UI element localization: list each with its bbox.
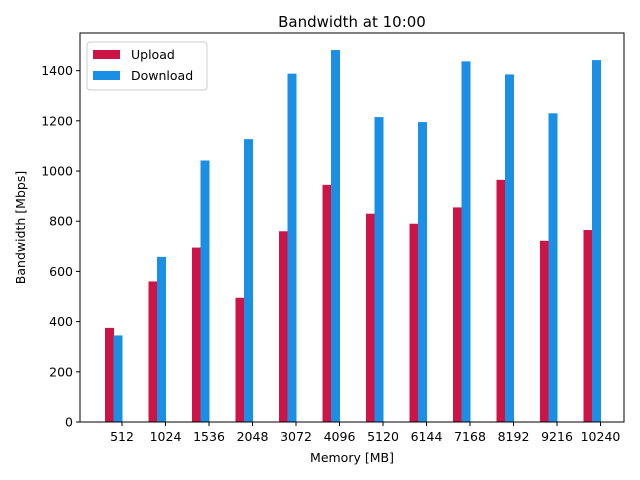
x-axis: 512 1024 1536 2048 3072 4096 5120 6144 7168 8192 9… xyxy=(110,422,620,444)
bar-upload-4096 xyxy=(322,184,332,422)
legend-label-upload: Upload xyxy=(131,47,175,62)
bar-upload-1536 xyxy=(192,247,201,422)
y-tick-label: 600 xyxy=(49,264,73,279)
bar-download-4096 xyxy=(331,50,340,423)
x-tick-label: 9216 xyxy=(541,429,573,444)
bar-upload-9216 xyxy=(540,240,549,422)
bar-upload-7168 xyxy=(453,207,462,422)
y-tick-label: 200 xyxy=(49,364,73,379)
x-tick-label: 7168 xyxy=(454,429,486,444)
y-tick-label: 1400 xyxy=(41,63,73,78)
x-tick-label: 10240 xyxy=(581,429,621,444)
x-tick-label: 6144 xyxy=(411,429,443,444)
x-tick-label: 4096 xyxy=(324,429,356,444)
bar-upload-1024 xyxy=(148,281,158,422)
bar-download-512 xyxy=(113,335,123,422)
legend-swatch-download xyxy=(93,71,120,80)
bar-download-1024 xyxy=(157,256,166,422)
plot-area xyxy=(105,50,601,423)
y-tick-label: 400 xyxy=(49,314,73,329)
bar-upload-512 xyxy=(105,327,114,422)
plot-frame xyxy=(79,32,625,423)
bar-upload-10240 xyxy=(583,230,593,422)
x-tick-label: 1024 xyxy=(150,429,182,444)
bar-upload-2048 xyxy=(235,297,245,422)
bar-download-9216 xyxy=(548,113,558,422)
y-axis: 0 200 400 600 800 1000 1200 1400 xyxy=(41,63,80,430)
bar-upload-6144 xyxy=(409,223,419,422)
x-tick-label: 512 xyxy=(110,429,134,444)
bar-download-10240 xyxy=(592,60,601,422)
y-tick-label: 0 xyxy=(65,415,73,430)
x-tick-label: 2048 xyxy=(237,429,269,444)
legend: Upload Download xyxy=(86,41,208,91)
bar-download-7168 xyxy=(461,61,471,423)
x-tick-label: 3072 xyxy=(280,429,312,444)
y-axis-label: Bandwidth [Mbps] xyxy=(13,171,28,284)
bar-download-8192 xyxy=(505,74,514,423)
chart-title: Bandwidth at 10:00 xyxy=(278,13,426,31)
legend-label-download: Download xyxy=(131,68,193,83)
bar-upload-8192 xyxy=(496,179,506,422)
bar-download-5120 xyxy=(374,117,384,423)
bar-upload-5120 xyxy=(366,213,375,422)
y-tick-label: 800 xyxy=(49,214,73,229)
bar-download-1536 xyxy=(200,160,210,422)
legend-swatch-upload xyxy=(93,50,120,59)
y-tick-label: 1200 xyxy=(41,113,73,128)
y-tick-label: 1000 xyxy=(41,164,73,179)
bar-download-3072 xyxy=(287,73,297,423)
x-tick-label: 8192 xyxy=(498,429,530,444)
x-tick-label: 1536 xyxy=(193,429,225,444)
x-tick-label: 5120 xyxy=(367,429,399,444)
x-axis-label: Memory [MB] xyxy=(310,450,394,465)
bar-download-6144 xyxy=(418,122,427,422)
bar-upload-3072 xyxy=(279,231,288,422)
bar-download-2048 xyxy=(244,139,253,422)
